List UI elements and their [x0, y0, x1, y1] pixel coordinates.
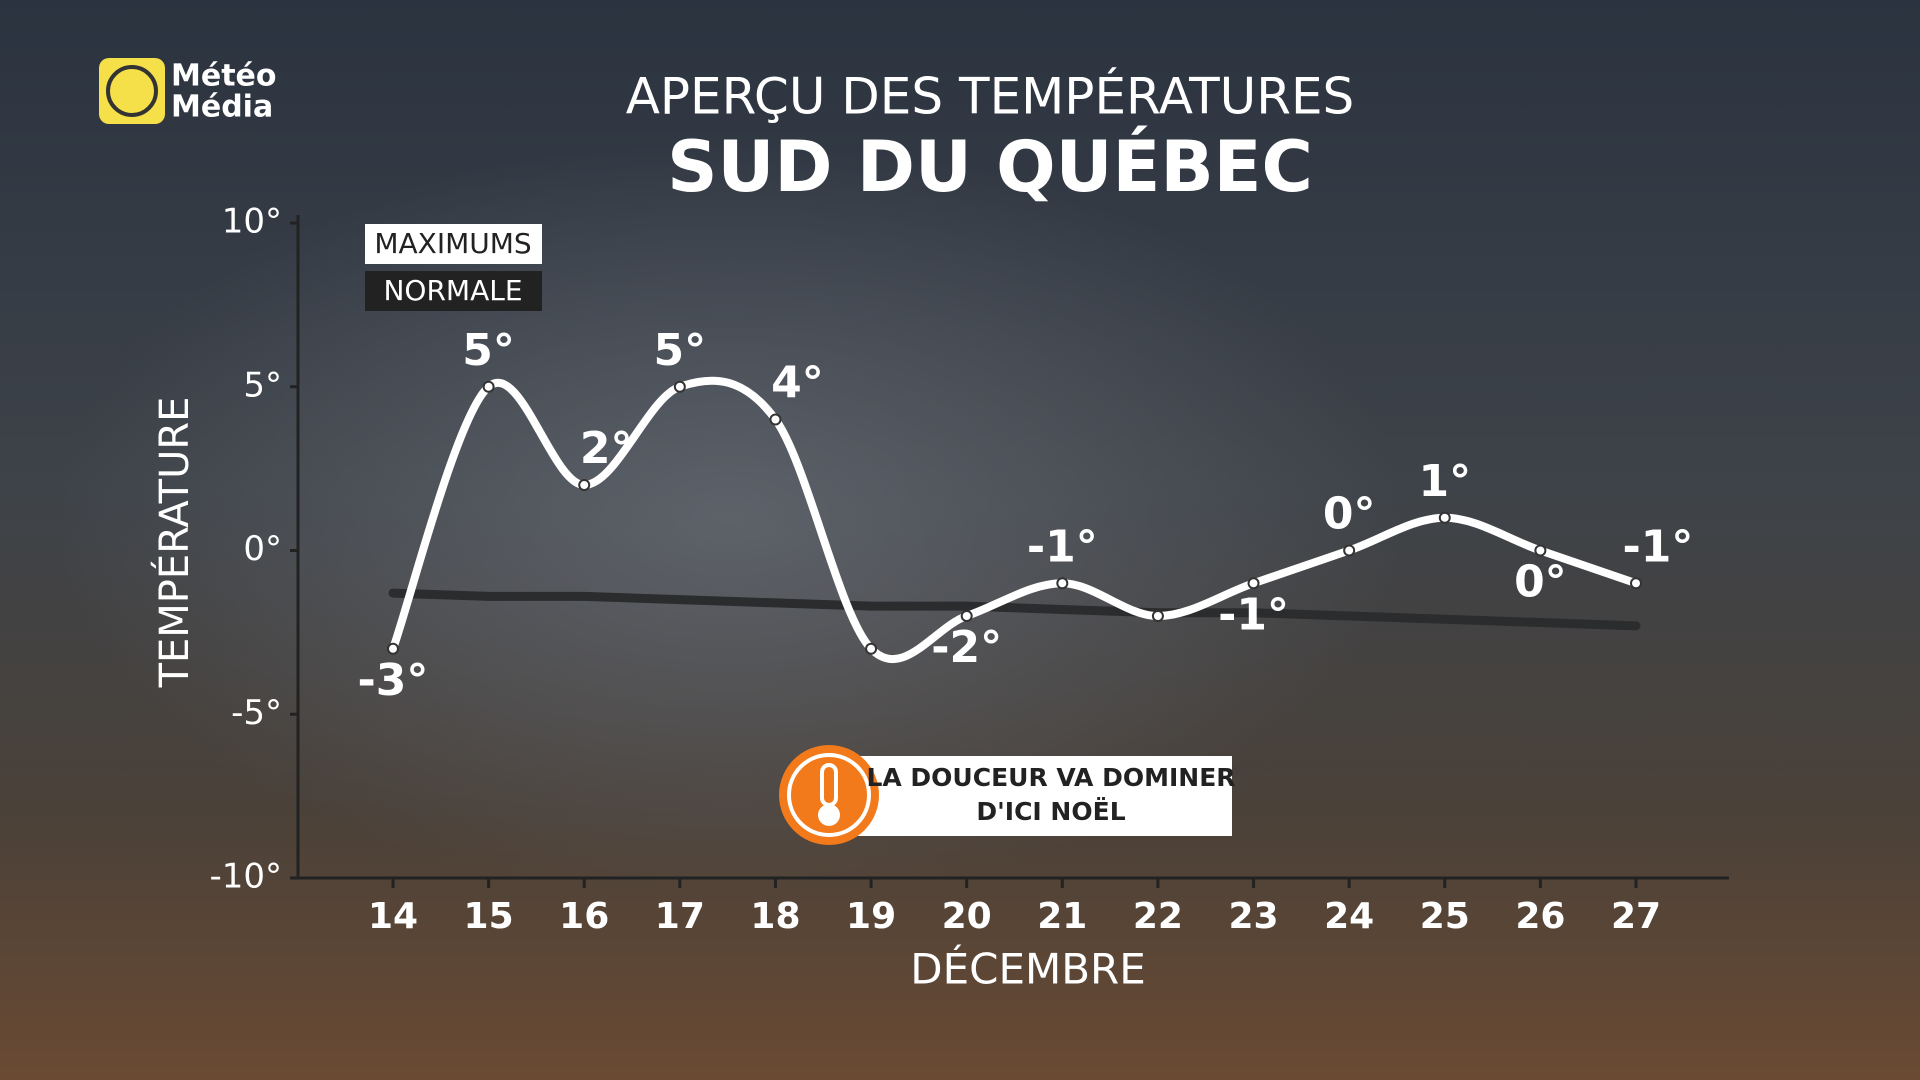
annotation-icon [779, 745, 879, 845]
point [1247, 577, 1260, 590]
series-line [389, 376, 1640, 663]
annotation-box [830, 756, 1232, 836]
x-tick-label: 17 [655, 896, 705, 937]
data-label: 1° [1418, 456, 1471, 507]
x-tick-label: 20 [942, 896, 992, 937]
data-label: 5° [654, 325, 707, 376]
data-label: 4° [771, 358, 824, 409]
x-tick-label: 22 [1133, 896, 1183, 937]
data-label: -3° [358, 655, 429, 706]
data-label: 2° [580, 423, 633, 474]
data-label: 0° [1514, 557, 1567, 608]
point [960, 610, 973, 622]
point [769, 413, 782, 426]
legend-box [365, 271, 542, 311]
x-tick-label: 26 [1515, 896, 1565, 937]
brand: Média [171, 90, 273, 125]
point [1630, 577, 1642, 590]
thermometer-bulb [818, 804, 840, 826]
point [865, 642, 878, 655]
annotation-text: D'ICI NOËL [976, 796, 1125, 826]
y-tick-label: -10° [209, 857, 282, 897]
y-tick-label: 0° [243, 529, 282, 569]
data-label: -1° [1218, 589, 1289, 640]
x-tick-label: 25 [1420, 896, 1470, 937]
point [1438, 511, 1451, 524]
legend-box [365, 224, 542, 264]
data-label: 0° [1323, 489, 1376, 540]
x-tick-label: 14 [368, 896, 418, 937]
legend-label: NORMALE [383, 274, 522, 307]
x-axis-label: DÉCEMBRE [910, 944, 1146, 994]
x-tick-label: 21 [1037, 896, 1087, 937]
x-tick-label: 27 [1611, 896, 1661, 937]
point [1151, 610, 1164, 622]
data-label: -1° [1623, 521, 1694, 572]
x-tick-label: 15 [464, 896, 514, 937]
legend-label: MAXIMUMS [374, 227, 531, 260]
brand: Météo [171, 59, 277, 94]
y-tick-label: 5° [243, 365, 282, 405]
legend: MAXIMUMS NORMALE [365, 224, 542, 311]
point [578, 479, 591, 491]
x-tick-label: 24 [1324, 896, 1374, 937]
series-line [388, 588, 1641, 631]
chart-title: APERÇU DES TEMPÉRATURES [626, 67, 1355, 126]
x-tick-label: 19 [846, 896, 896, 937]
data-label: -2° [931, 622, 1002, 673]
annotation-icon-ring [787, 753, 871, 837]
point [1343, 544, 1356, 557]
point [1534, 544, 1547, 557]
annotation-text: LA DOUCEUR VA DOMINER [866, 763, 1235, 792]
chart-subtitle: SUD DU QUÉBEC [667, 126, 1313, 208]
logo-globe [106, 65, 158, 117]
point [482, 380, 495, 393]
y-axis-label: TEMPÉRATURE [150, 397, 198, 689]
point [673, 380, 686, 393]
y-tick-label: -5° [231, 693, 282, 733]
y-tick-label: 10° [222, 202, 282, 242]
point [387, 642, 399, 655]
x-tick-label: 16 [559, 896, 609, 937]
data-label: -1° [1027, 521, 1098, 572]
x-tick-label: 18 [750, 896, 800, 937]
logo: Météo Média [99, 58, 277, 125]
point [1056, 577, 1069, 590]
data-label: 5° [462, 325, 515, 376]
x-tick-label: 23 [1228, 896, 1278, 937]
annotation: LA DOUCEUR VA DOMINER D'ICI NOËL [779, 745, 1236, 845]
